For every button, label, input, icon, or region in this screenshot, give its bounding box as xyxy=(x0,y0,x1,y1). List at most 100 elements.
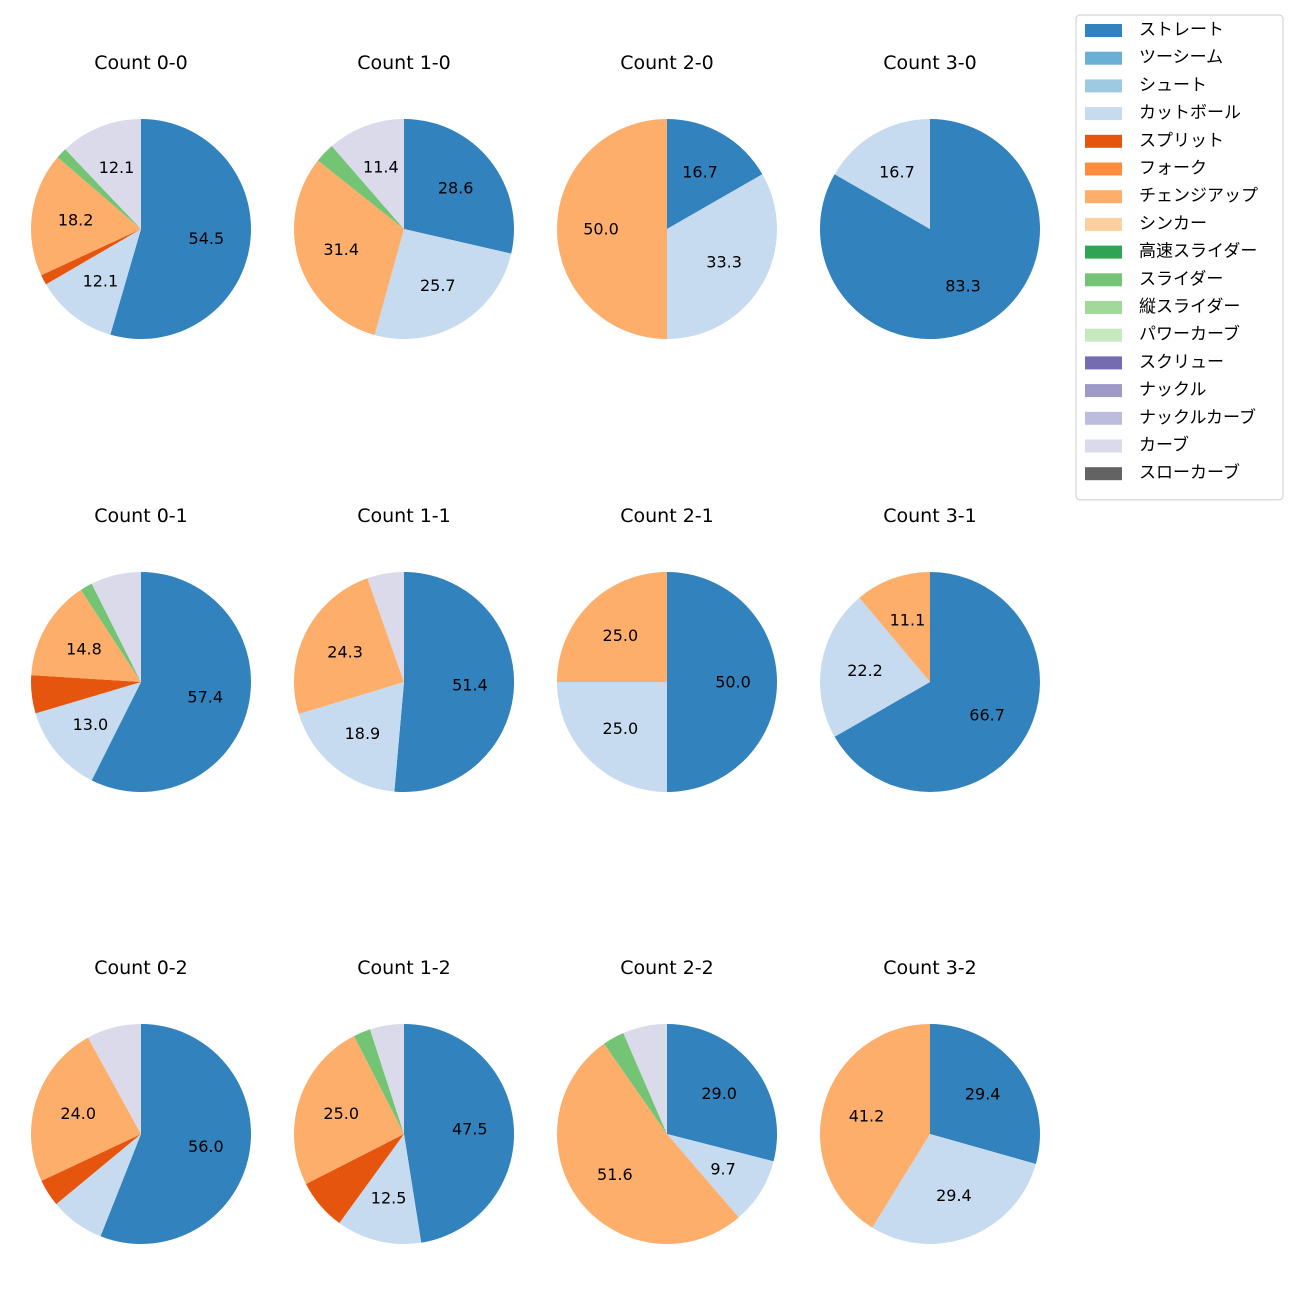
legend-item-label: スライダー xyxy=(1139,269,1223,289)
pie-slice xyxy=(31,675,141,714)
legend-item-label: スクリュー xyxy=(1139,352,1224,372)
pie-chart: Count 2-0 16.7 33.3 50.0 xyxy=(557,52,778,339)
pie-slice xyxy=(834,572,1040,792)
legend-swatch xyxy=(1085,411,1122,425)
pie-slice-label: 16.7 xyxy=(682,162,718,181)
legend-swatch xyxy=(1085,162,1122,176)
pie-slice xyxy=(80,583,141,682)
pie-slice xyxy=(298,682,404,792)
legend-swatch xyxy=(1085,79,1122,93)
legend-swatch xyxy=(1085,467,1122,481)
legend-swatch xyxy=(1085,245,1122,259)
legend-swatch xyxy=(1085,217,1122,231)
legend-item-label: ナックルカーブ xyxy=(1139,407,1256,428)
pie-slice xyxy=(31,1037,141,1181)
pie-slice xyxy=(370,1024,404,1134)
pie-slice xyxy=(293,160,404,336)
pie-title: Count 3-2 xyxy=(883,957,977,979)
pie-slice xyxy=(557,119,667,339)
legend-item-label: 高速スライダー xyxy=(1139,242,1257,262)
pie-slice xyxy=(56,1134,141,1237)
pie-slice xyxy=(293,578,404,715)
legend-item-label: フォーク xyxy=(1139,159,1207,179)
pie-slice-label: 12.1 xyxy=(99,158,135,177)
legend-item-label: スプリット xyxy=(1139,131,1224,151)
pie-slice xyxy=(367,572,404,682)
pie-slice xyxy=(834,119,930,229)
pie-slice-label: 66.7 xyxy=(969,706,1005,725)
pie-slice xyxy=(819,119,1040,340)
pie-slice-label: 12.5 xyxy=(371,1189,407,1208)
pie-slice xyxy=(556,1043,739,1245)
pie-title: Count 0-0 xyxy=(94,52,188,74)
legend-swatch xyxy=(1085,301,1122,314)
pie-slice xyxy=(65,119,141,229)
legend-swatch xyxy=(1085,328,1122,342)
pie-slice xyxy=(374,229,512,340)
pie-slice-label: 18.9 xyxy=(345,724,381,743)
legend-item-label: ナックル xyxy=(1139,380,1207,400)
pie-slice-label: 18.2 xyxy=(58,210,94,229)
legend-item-label: チェンジアップ xyxy=(1139,186,1258,206)
pie-chart: Count 1-2 47.5 12.5 25.0 xyxy=(294,957,515,1245)
pie-slice xyxy=(100,1024,251,1244)
legend-item-label: シンカー xyxy=(1139,214,1207,234)
pie-title: Count 2-2 xyxy=(620,957,714,979)
pie-slice-label: 24.0 xyxy=(60,1104,96,1123)
pie-slice xyxy=(31,589,141,682)
pie-slice-label: 11.4 xyxy=(363,158,399,177)
legend-swatch xyxy=(1085,273,1122,287)
pie-slice-label: 41.2 xyxy=(849,1106,885,1125)
pie-slice-label: 11.1 xyxy=(890,610,926,629)
legend-frame xyxy=(1075,14,1284,501)
pie-chart: Count 1-0 28.6 25.7 31.4 11.4 xyxy=(293,52,515,340)
pie-slice xyxy=(667,174,778,339)
legend-swatch xyxy=(1085,134,1122,148)
pie-slice xyxy=(859,572,930,682)
legend-item-label: 縦スライダー xyxy=(1139,297,1240,317)
pie-slice xyxy=(557,572,667,682)
pie-slice-label: 25.0 xyxy=(603,626,639,645)
pie-chart: Count 0-1 57.4 13.0 14.8 xyxy=(31,505,252,792)
pie-title: Count 1-2 xyxy=(357,957,451,979)
legend-item-label: カットボール xyxy=(1139,103,1241,123)
pie-slice xyxy=(354,1029,404,1134)
pie-slice xyxy=(317,146,404,229)
pie-slice xyxy=(35,682,142,781)
pie-slice-label: 25.7 xyxy=(420,276,456,295)
pie-slice-label: 57.4 xyxy=(187,688,223,707)
pie-slice-label: 14.8 xyxy=(66,639,102,658)
pie-slice xyxy=(91,572,252,792)
legend-item-label: パワーカーブ xyxy=(1139,324,1240,345)
pie-slice xyxy=(819,597,930,737)
legend-item-label: カーブ xyxy=(1139,435,1189,456)
legend-swatch xyxy=(1085,51,1122,65)
pie-slice xyxy=(41,1134,141,1205)
pie-slice xyxy=(88,1024,141,1134)
legend-item-label: ツーシーム xyxy=(1139,48,1223,68)
pie-slice xyxy=(41,229,141,285)
pie-slice-label: 33.3 xyxy=(706,253,742,272)
pie-slice-label: 9.7 xyxy=(710,1159,735,1178)
pie-slice-label: 51.4 xyxy=(452,675,488,694)
pie-title: Count 1-1 xyxy=(357,505,451,527)
pie-slice xyxy=(45,229,141,335)
pie-slice-label: 29.4 xyxy=(936,1186,972,1205)
pie-title: Count 3-0 xyxy=(883,52,977,74)
legend-swatch xyxy=(1085,384,1122,398)
pie-chart: Count 3-0 83.3 16.7 xyxy=(819,52,1040,340)
pie-slice xyxy=(667,119,763,229)
pie-slice xyxy=(110,119,252,339)
pie-slice-label: 25.0 xyxy=(603,719,639,738)
legend-swatch xyxy=(1085,439,1122,453)
pie-slice xyxy=(604,1033,667,1134)
pie-slice-label: 51.6 xyxy=(597,1165,633,1184)
pie-title: Count 1-0 xyxy=(357,52,451,74)
pie-slice xyxy=(331,119,404,229)
pie-chart: Count 3-1 66.7 22.2 11.1 xyxy=(819,505,1040,792)
pie-slice xyxy=(667,1134,774,1218)
pie-slice-label: 24.3 xyxy=(327,643,363,662)
pie-slice-label: 54.5 xyxy=(189,229,225,248)
pie-slice-label: 13.0 xyxy=(73,715,109,734)
pie-slice xyxy=(305,1134,404,1223)
